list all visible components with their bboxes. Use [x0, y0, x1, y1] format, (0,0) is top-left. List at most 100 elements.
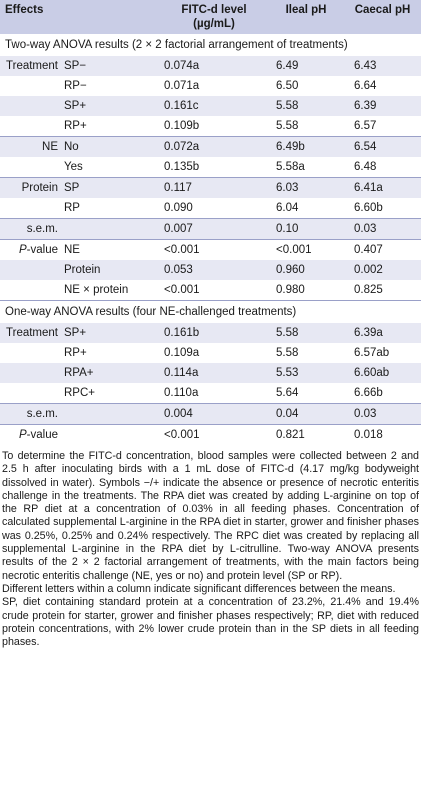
caecal-cell: 6.39 [344, 96, 421, 116]
caecal-cell: 6.54 [344, 136, 421, 157]
ileal-cell: 5.53 [268, 363, 345, 383]
fitc-cell: 0.109a [164, 347, 200, 359]
table-row: Yes 0.135b 5.58a 6.48 [0, 157, 421, 178]
ileal-cell: 0.821 [268, 424, 345, 445]
table-row: NE No 0.072a 6.49b 6.54 [0, 136, 421, 157]
fitc-cell: 0.074a [160, 56, 269, 76]
effect-cell: P-value [0, 239, 62, 260]
level-cell [62, 403, 161, 425]
level-cell: Protein [62, 260, 161, 280]
caecal-cell: 6.57 [354, 120, 377, 132]
table-row: RPA+ 0.114a 5.53 6.60ab [0, 363, 421, 383]
fitc-cell: 0.110a [164, 387, 199, 399]
table-row: RP+ 0.109a 5.58 6.57ab [0, 343, 421, 363]
fitc-cell: 0.004 [160, 403, 269, 425]
ileal-cell: <0.001 [268, 239, 345, 260]
caecal-cell: 0.002 [344, 260, 421, 280]
level-cell: SP+ [62, 96, 161, 116]
fitc-cell: 0.161b [160, 323, 269, 343]
table-row: NE × protein <0.001 0.980 0.825 [0, 280, 421, 301]
effect-cell [0, 280, 62, 301]
header-fitc: FITC-d level (µg/mL) [181, 4, 247, 30]
effect-cell: Protein [0, 177, 62, 198]
table-body: Two-way ANOVA results (2 × 2 factorial a… [0, 34, 421, 445]
level-cell: SP [62, 177, 161, 198]
level-cell: RP− [64, 80, 87, 92]
level-cell: RPA+ [62, 363, 161, 383]
ileal-cell: 0.10 [268, 218, 345, 240]
caecal-cell: 6.66b [354, 387, 383, 399]
effect-cell [0, 363, 62, 383]
fitc-cell: 0.007 [160, 218, 269, 240]
section-two-way: Two-way ANOVA results (2 × 2 factorial a… [0, 34, 421, 56]
footnote-abbreviations: SP, diet containing standard protein at … [2, 596, 419, 649]
caecal-cell: 6.57ab [354, 347, 390, 359]
results-table: Effects FITC-d level (µg/mL) Ileal pH Ca… [0, 0, 421, 445]
ileal-cell: 6.49b [268, 136, 345, 157]
caecal-cell: 0.407 [344, 239, 421, 260]
level-cell: SP− [62, 56, 161, 76]
effect-cell [0, 343, 62, 363]
results-table-figure: Effects FITC-d level (µg/mL) Ileal pH Ca… [0, 0, 421, 649]
table-row: P-value NE <0.001 <0.001 0.407 [0, 239, 421, 260]
level-cell [62, 218, 161, 240]
table-row: RP 0.090 6.04 6.60b [0, 198, 421, 219]
caecal-cell: 0.03 [344, 403, 421, 425]
footnote-letters: Different letters within a column indica… [2, 582, 396, 595]
fitc-cell: 0.072a [160, 136, 269, 157]
ileal-cell: 6.50 [276, 80, 299, 92]
level-cell: NE [62, 239, 161, 260]
table-row: Protein 0.053 0.960 0.002 [0, 260, 421, 280]
header-effects: Effects [5, 4, 44, 16]
table-row: Treatment SP+ 0.161b 5.58 6.39a [0, 323, 421, 343]
caecal-cell: 6.64 [354, 80, 377, 92]
caecal-cell: 6.60ab [344, 363, 421, 383]
fitc-cell: <0.001 [164, 284, 200, 296]
level-cell: No [62, 136, 161, 157]
level-cell: RPC+ [64, 387, 95, 399]
ileal-cell: 6.49 [268, 56, 345, 76]
caecal-cell: 6.43 [344, 56, 421, 76]
table-header: Effects FITC-d level (µg/mL) Ileal pH Ca… [0, 0, 421, 34]
caecal-cell: 6.39a [344, 323, 421, 343]
table-row: RP− 0.071a 6.50 6.64 [0, 76, 421, 96]
level-cell [62, 424, 161, 445]
table-row: s.e.m. 0.007 0.10 0.03 [0, 218, 421, 240]
ileal-cell: 5.58 [268, 96, 345, 116]
ileal-cell: 0.960 [268, 260, 345, 280]
ileal-cell: 0.980 [276, 284, 305, 296]
section-one-way: One-way ANOVA results (four NE-challenge… [0, 300, 421, 323]
table-row: SP+ 0.161c 5.58 6.39 [0, 96, 421, 116]
caecal-cell: 6.60b [354, 202, 383, 214]
effect-cell [0, 76, 62, 96]
effect-cell [0, 116, 62, 137]
ileal-cell: 5.58a [276, 161, 305, 173]
fitc-cell: 0.053 [160, 260, 269, 280]
caecal-cell: 0.03 [344, 218, 421, 240]
fitc-cell: 0.117 [160, 177, 269, 198]
table-row: RPC+ 0.110a 5.64 6.66b [0, 383, 421, 404]
table-footnotes: To determine the FITC-d concentration, b… [0, 445, 421, 649]
effect-cell [0, 157, 62, 178]
ileal-cell: 6.03 [268, 177, 345, 198]
table-row: Protein SP 0.117 6.03 6.41a [0, 177, 421, 198]
table-row: RP+ 0.109b 5.58 6.57 [0, 116, 421, 137]
effect-cell [0, 96, 62, 116]
footnote-methods: To determine the FITC-d concentration, b… [2, 450, 419, 582]
fitc-cell: 0.161c [160, 96, 269, 116]
level-cell: RP+ [64, 347, 87, 359]
section-title-one-way: One-way ANOVA results (four NE-challenge… [0, 300, 421, 323]
ileal-cell: 5.64 [276, 387, 299, 399]
table-row: Treatment SP− 0.074a 6.49 6.43 [0, 56, 421, 76]
effect-cell: Treatment [0, 323, 62, 343]
effect-cell [0, 198, 62, 219]
fitc-cell: 0.071a [164, 80, 200, 92]
effect-cell: Treatment [0, 56, 62, 76]
ileal-cell: 5.58 [276, 120, 299, 132]
effect-cell: s.e.m. [0, 403, 62, 425]
level-cell: RP [64, 202, 80, 214]
fitc-cell: <0.001 [160, 424, 269, 445]
level-cell: Yes [64, 161, 83, 173]
effect-cell [0, 260, 62, 280]
level-cell: NE × protein [64, 284, 129, 296]
